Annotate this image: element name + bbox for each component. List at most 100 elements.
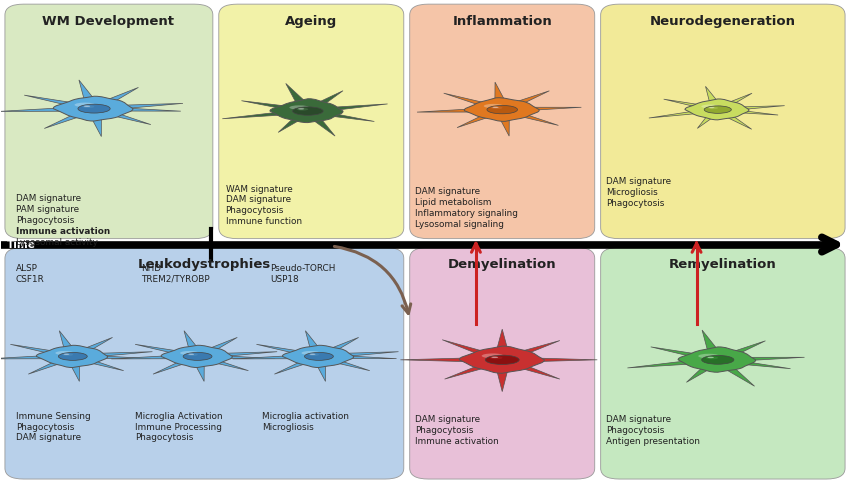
- PathPatch shape: [685, 99, 749, 120]
- Text: DAM signature: DAM signature: [415, 187, 480, 196]
- Ellipse shape: [482, 353, 504, 358]
- FancyBboxPatch shape: [601, 4, 845, 239]
- Polygon shape: [10, 344, 58, 354]
- Text: Remyelination: Remyelination: [669, 258, 777, 271]
- Polygon shape: [338, 355, 397, 359]
- Text: Antigen presentation: Antigen presentation: [606, 437, 700, 446]
- Polygon shape: [184, 331, 199, 350]
- Text: Demyelination: Demyelination: [448, 258, 557, 271]
- Text: Microgliosis: Microgliosis: [606, 188, 658, 197]
- Polygon shape: [91, 116, 101, 137]
- PathPatch shape: [459, 346, 544, 373]
- Ellipse shape: [491, 106, 502, 109]
- Polygon shape: [728, 341, 766, 355]
- Polygon shape: [513, 91, 549, 105]
- Polygon shape: [327, 104, 388, 111]
- Text: Inflammation: Inflammation: [452, 15, 552, 29]
- Polygon shape: [496, 368, 508, 392]
- Polygon shape: [417, 108, 481, 112]
- Ellipse shape: [297, 108, 309, 111]
- Text: Inflammatory signaling: Inflammatory signaling: [415, 209, 518, 218]
- Polygon shape: [316, 363, 326, 381]
- Polygon shape: [526, 358, 598, 362]
- Polygon shape: [108, 112, 150, 124]
- Text: Lysosomal signaling: Lysosomal signaling: [415, 219, 504, 228]
- Ellipse shape: [298, 108, 304, 110]
- Polygon shape: [116, 108, 181, 111]
- Polygon shape: [722, 366, 755, 386]
- Text: TREM2/TYROBP: TREM2/TYROBP: [141, 275, 209, 284]
- Ellipse shape: [704, 106, 731, 113]
- Text: DAM signature: DAM signature: [16, 194, 81, 204]
- Text: Leukodystrophies: Leukodystrophies: [138, 258, 271, 271]
- Polygon shape: [442, 340, 490, 356]
- Polygon shape: [0, 355, 54, 359]
- Polygon shape: [314, 91, 343, 106]
- Polygon shape: [649, 110, 701, 118]
- Polygon shape: [726, 93, 752, 105]
- Ellipse shape: [485, 355, 519, 365]
- Ellipse shape: [698, 354, 719, 358]
- Ellipse shape: [82, 105, 94, 108]
- Text: Microglia Activation: Microglia Activation: [135, 412, 223, 421]
- PathPatch shape: [282, 345, 354, 368]
- Polygon shape: [516, 113, 558, 125]
- Text: ALSP: ALSP: [16, 264, 38, 273]
- FancyBboxPatch shape: [5, 4, 212, 239]
- Text: Phagocytosis: Phagocytosis: [225, 206, 284, 215]
- Ellipse shape: [83, 106, 90, 107]
- Polygon shape: [332, 360, 370, 370]
- Text: Phagocytosis: Phagocytosis: [415, 426, 473, 435]
- Ellipse shape: [490, 356, 502, 359]
- Text: Immune Sensing: Immune Sensing: [16, 412, 91, 421]
- PathPatch shape: [678, 347, 756, 372]
- Ellipse shape: [708, 107, 718, 109]
- Text: Phagocytosis: Phagocytosis: [135, 433, 193, 442]
- Text: Ageing: Ageing: [285, 15, 337, 29]
- Polygon shape: [116, 103, 183, 109]
- Ellipse shape: [706, 357, 718, 359]
- Ellipse shape: [78, 104, 110, 113]
- Polygon shape: [286, 84, 308, 105]
- Polygon shape: [310, 117, 335, 136]
- Polygon shape: [103, 88, 139, 103]
- Polygon shape: [28, 361, 63, 374]
- Ellipse shape: [64, 354, 70, 355]
- Polygon shape: [278, 117, 303, 132]
- Text: Immune function: Immune function: [225, 217, 302, 226]
- Polygon shape: [206, 338, 237, 352]
- PathPatch shape: [161, 345, 232, 368]
- Polygon shape: [740, 357, 804, 361]
- Ellipse shape: [304, 352, 333, 360]
- Polygon shape: [457, 114, 492, 127]
- Polygon shape: [515, 340, 560, 356]
- Polygon shape: [135, 344, 183, 354]
- Text: Phagocytosis: Phagocytosis: [16, 216, 74, 225]
- Text: NHD: NHD: [141, 264, 161, 273]
- Text: Phagocytosis: Phagocytosis: [606, 426, 664, 435]
- Polygon shape: [687, 366, 712, 382]
- Polygon shape: [81, 338, 112, 352]
- Text: WAM signature: WAM signature: [225, 184, 292, 194]
- Text: Neurodegeneration: Neurodegeneration: [650, 15, 796, 29]
- Ellipse shape: [289, 105, 309, 110]
- Ellipse shape: [59, 352, 88, 360]
- Text: CSF1R: CSF1R: [16, 275, 45, 284]
- Text: DAM signature: DAM signature: [415, 415, 480, 424]
- Text: Immune Processing: Immune Processing: [135, 423, 222, 431]
- Polygon shape: [86, 360, 123, 370]
- Text: PAM signature: PAM signature: [16, 205, 79, 215]
- Text: DAM signature: DAM signature: [16, 433, 81, 442]
- FancyBboxPatch shape: [410, 247, 595, 479]
- Polygon shape: [627, 360, 698, 368]
- Polygon shape: [153, 361, 188, 374]
- Polygon shape: [697, 115, 715, 128]
- Polygon shape: [445, 364, 490, 379]
- Ellipse shape: [707, 357, 714, 358]
- Ellipse shape: [55, 351, 74, 355]
- PathPatch shape: [37, 345, 108, 368]
- Text: Phagocytosis: Phagocytosis: [16, 423, 74, 431]
- Text: DAM signature: DAM signature: [606, 177, 671, 186]
- Polygon shape: [233, 355, 299, 359]
- Polygon shape: [495, 82, 506, 103]
